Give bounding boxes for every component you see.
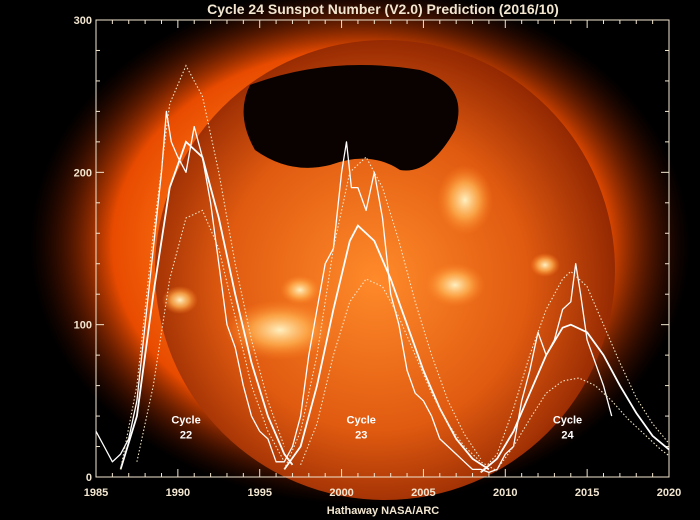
active-region bbox=[437, 165, 493, 235]
cycle-label: Cycle 22 bbox=[171, 414, 200, 441]
x-tick-label: 2020 bbox=[657, 487, 681, 499]
chart-title: Cycle 24 Sunspot Number (V2.0) Predictio… bbox=[207, 1, 559, 17]
y-tick-label: 0 bbox=[86, 472, 92, 484]
y-tick-label: 200 bbox=[74, 167, 92, 179]
active-region bbox=[162, 286, 198, 314]
predicted-fit-line bbox=[119, 140, 294, 470]
cycle-label-line: 23 bbox=[355, 429, 367, 441]
cycle-label-line: Cycle bbox=[347, 414, 376, 426]
cycle-label: Cycle 23 bbox=[347, 414, 376, 441]
active-region bbox=[280, 275, 320, 305]
x-tick-label: 2015 bbox=[575, 487, 599, 499]
x-tick-label: 2000 bbox=[329, 487, 353, 499]
x-tick-label: 2005 bbox=[411, 487, 435, 499]
lower-bound-line bbox=[300, 278, 498, 472]
y-tick-label: 300 bbox=[74, 15, 92, 27]
active-region bbox=[425, 263, 485, 307]
coronal-hole bbox=[243, 65, 459, 171]
observed-sunspot-line bbox=[95, 110, 613, 474]
lower-bound-line bbox=[136, 209, 285, 463]
upper-bound-line bbox=[120, 64, 285, 470]
x-tick-label: 1985 bbox=[84, 487, 108, 499]
cycle-annotations: Cycle 22 Cycle 23 Cycle 24 bbox=[171, 414, 582, 441]
x-tick-label: 2010 bbox=[493, 487, 517, 499]
chart-credit: Hathaway NASA/ARC bbox=[327, 505, 440, 517]
cycle-label-line: 24 bbox=[561, 429, 574, 441]
active-region bbox=[225, 300, 335, 360]
cycle-label: Cycle 24 bbox=[553, 414, 582, 441]
x-tick-label: 1995 bbox=[247, 487, 271, 499]
plot-frame bbox=[95, 19, 670, 478]
x-axis: 1985 1990 1995 2000 2005 2010 2015 2020 bbox=[84, 20, 681, 499]
x-tick-label: 1990 bbox=[166, 487, 190, 499]
lower-bound-line bbox=[496, 377, 670, 470]
cycle-label-line: Cycle bbox=[553, 414, 582, 426]
cycle-label-line: Cycle bbox=[171, 414, 200, 426]
predicted-fit-line bbox=[480, 323, 670, 474]
active-region bbox=[530, 253, 560, 277]
predicted-fit-line bbox=[283, 224, 490, 471]
series-layer bbox=[95, 64, 670, 474]
upper-bound-line bbox=[283, 156, 482, 470]
y-axis: 0 100 200 300 bbox=[74, 15, 669, 484]
axes: 1985 1990 1995 2000 2005 2010 2015 2020 0 100 200… bbox=[74, 15, 682, 499]
y-tick-label: 100 bbox=[74, 320, 92, 332]
cycle-label-line: 22 bbox=[180, 429, 192, 441]
